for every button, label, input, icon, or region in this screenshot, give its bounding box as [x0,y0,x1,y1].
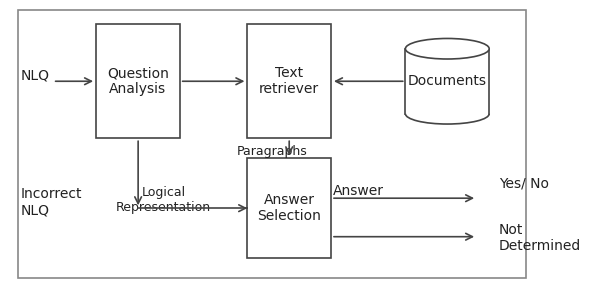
Text: Answer: Answer [333,184,383,198]
Text: Incorrect
NLQ: Incorrect NLQ [20,187,82,217]
Text: NLQ: NLQ [20,69,49,83]
Text: Question
Analysis: Question Analysis [107,66,169,96]
Text: Not
Determined: Not Determined [499,223,581,253]
Text: Paragraphs: Paragraphs [236,145,307,158]
FancyBboxPatch shape [18,10,525,278]
Ellipse shape [405,39,489,59]
FancyBboxPatch shape [247,24,331,138]
FancyBboxPatch shape [96,24,180,138]
Text: Yes/ No: Yes/ No [499,177,548,191]
Text: Documents: Documents [408,74,487,88]
FancyBboxPatch shape [247,158,331,258]
Text: Text
retriever: Text retriever [259,66,319,96]
Text: Answer
Selection: Answer Selection [257,193,321,223]
Bar [405,49,489,114]
Text: Logical
Representation: Logical Representation [116,186,211,214]
